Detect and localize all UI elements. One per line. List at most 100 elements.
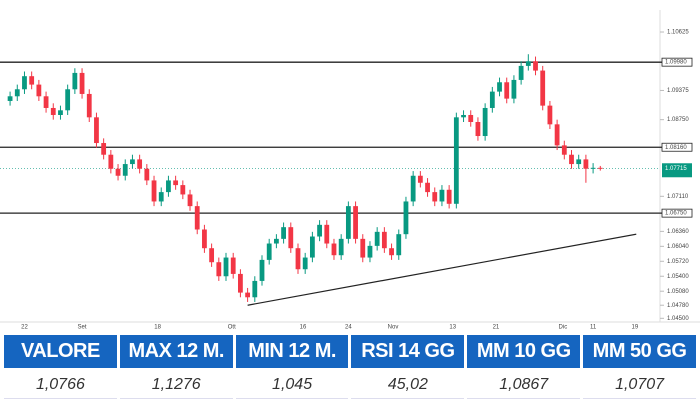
y-tick-label: 1.06360 — [667, 229, 689, 235]
candle-body — [266, 243, 272, 260]
candle — [94, 112, 99, 148]
candle-body — [511, 79, 517, 99]
candle-body — [367, 245, 373, 258]
y-tick-label: 1.10625 — [667, 30, 689, 36]
candle-body — [151, 180, 157, 202]
x-tick-label: 19 — [632, 325, 639, 331]
trendline — [247, 233, 637, 306]
last-price-box — [662, 163, 692, 178]
candle — [554, 119, 560, 151]
candle-body — [576, 159, 582, 165]
candle — [439, 185, 445, 207]
y-tick-label: 1.04500 — [667, 316, 689, 322]
candle — [547, 100, 553, 130]
candle — [187, 189, 193, 211]
candle-body — [273, 238, 279, 244]
y-tick-label: 1.06040 — [667, 244, 689, 250]
candle — [194, 201, 200, 235]
candle-body — [345, 206, 351, 239]
header-cell: MM 10 GG — [467, 335, 581, 368]
candle-body — [381, 231, 387, 249]
y-tick-label: 1.04780 — [667, 303, 689, 309]
candle-body — [137, 159, 143, 169]
candle-body — [245, 292, 251, 298]
level-label: 1.08160 — [665, 145, 687, 151]
candle-body — [36, 84, 42, 97]
candle — [432, 187, 438, 207]
value-cell: 1,0707 — [583, 371, 696, 399]
value-cell: 1,1276 — [119, 371, 233, 399]
header-cell: VALORE — [4, 335, 117, 368]
x-tick-label: 18 — [154, 325, 161, 331]
candle — [374, 227, 380, 251]
candle-body — [209, 248, 215, 263]
candle-body — [108, 154, 114, 169]
candle — [511, 75, 517, 104]
header-cell: RSI 14 GG — [351, 335, 465, 368]
candle — [569, 150, 574, 169]
candle — [403, 196, 409, 239]
candle — [288, 222, 294, 253]
candle-body — [446, 189, 452, 204]
candle-body — [72, 72, 78, 90]
candle — [417, 171, 423, 188]
candle — [101, 138, 107, 160]
level-label-box — [661, 142, 693, 152]
candle-body — [389, 248, 394, 256]
candle — [79, 68, 85, 99]
candle — [345, 201, 351, 244]
value-row: 1,0766 1,1276 1,045 45,02 1,0867 1,0707 — [0, 371, 700, 399]
candle-body — [14, 89, 20, 97]
candle — [583, 154, 589, 183]
candle — [115, 164, 121, 181]
candle-body — [525, 61, 531, 66]
candle-body — [396, 234, 402, 256]
candle — [144, 164, 150, 186]
candle — [396, 229, 402, 260]
candle — [158, 187, 164, 207]
candle — [324, 220, 330, 249]
header-cell: MIN 12 M. — [235, 335, 349, 368]
candle-body — [583, 159, 589, 169]
candle-body — [403, 201, 409, 235]
candle — [561, 140, 567, 160]
value-cell: 1,0867 — [467, 371, 581, 399]
candle — [533, 56, 538, 76]
candle-body — [353, 206, 358, 239]
candle-body — [497, 82, 502, 92]
candle-body — [158, 192, 164, 202]
candle-body — [295, 248, 301, 270]
candle — [266, 238, 272, 265]
candle — [381, 227, 387, 253]
candle-body — [202, 229, 207, 249]
candle — [576, 154, 582, 169]
candle-body — [374, 231, 380, 246]
candle-body — [101, 143, 107, 155]
x-tick-label: 11 — [590, 325, 597, 331]
candle — [597, 165, 603, 171]
candle — [72, 68, 78, 94]
candle — [166, 175, 171, 197]
candle-body — [194, 206, 200, 230]
candle-body — [504, 82, 510, 99]
candle-body — [324, 224, 330, 244]
candle-body — [489, 91, 495, 108]
y-tick-label: 1.05400 — [667, 274, 689, 280]
candle-body — [547, 105, 553, 125]
candle-body — [309, 236, 315, 258]
candle-body — [432, 192, 438, 202]
candle — [29, 71, 35, 90]
candle — [281, 222, 286, 244]
candle — [446, 185, 452, 209]
candle — [108, 150, 114, 174]
x-tick-label: 22 — [21, 325, 28, 331]
candle — [151, 175, 157, 207]
level-label: 1.09980 — [665, 60, 687, 66]
candle — [58, 105, 63, 120]
candle-body — [281, 227, 286, 239]
candle — [338, 234, 344, 260]
candle — [504, 77, 510, 104]
x-tick-label: 16 — [300, 325, 307, 331]
candle — [461, 110, 466, 122]
candle — [540, 65, 546, 111]
